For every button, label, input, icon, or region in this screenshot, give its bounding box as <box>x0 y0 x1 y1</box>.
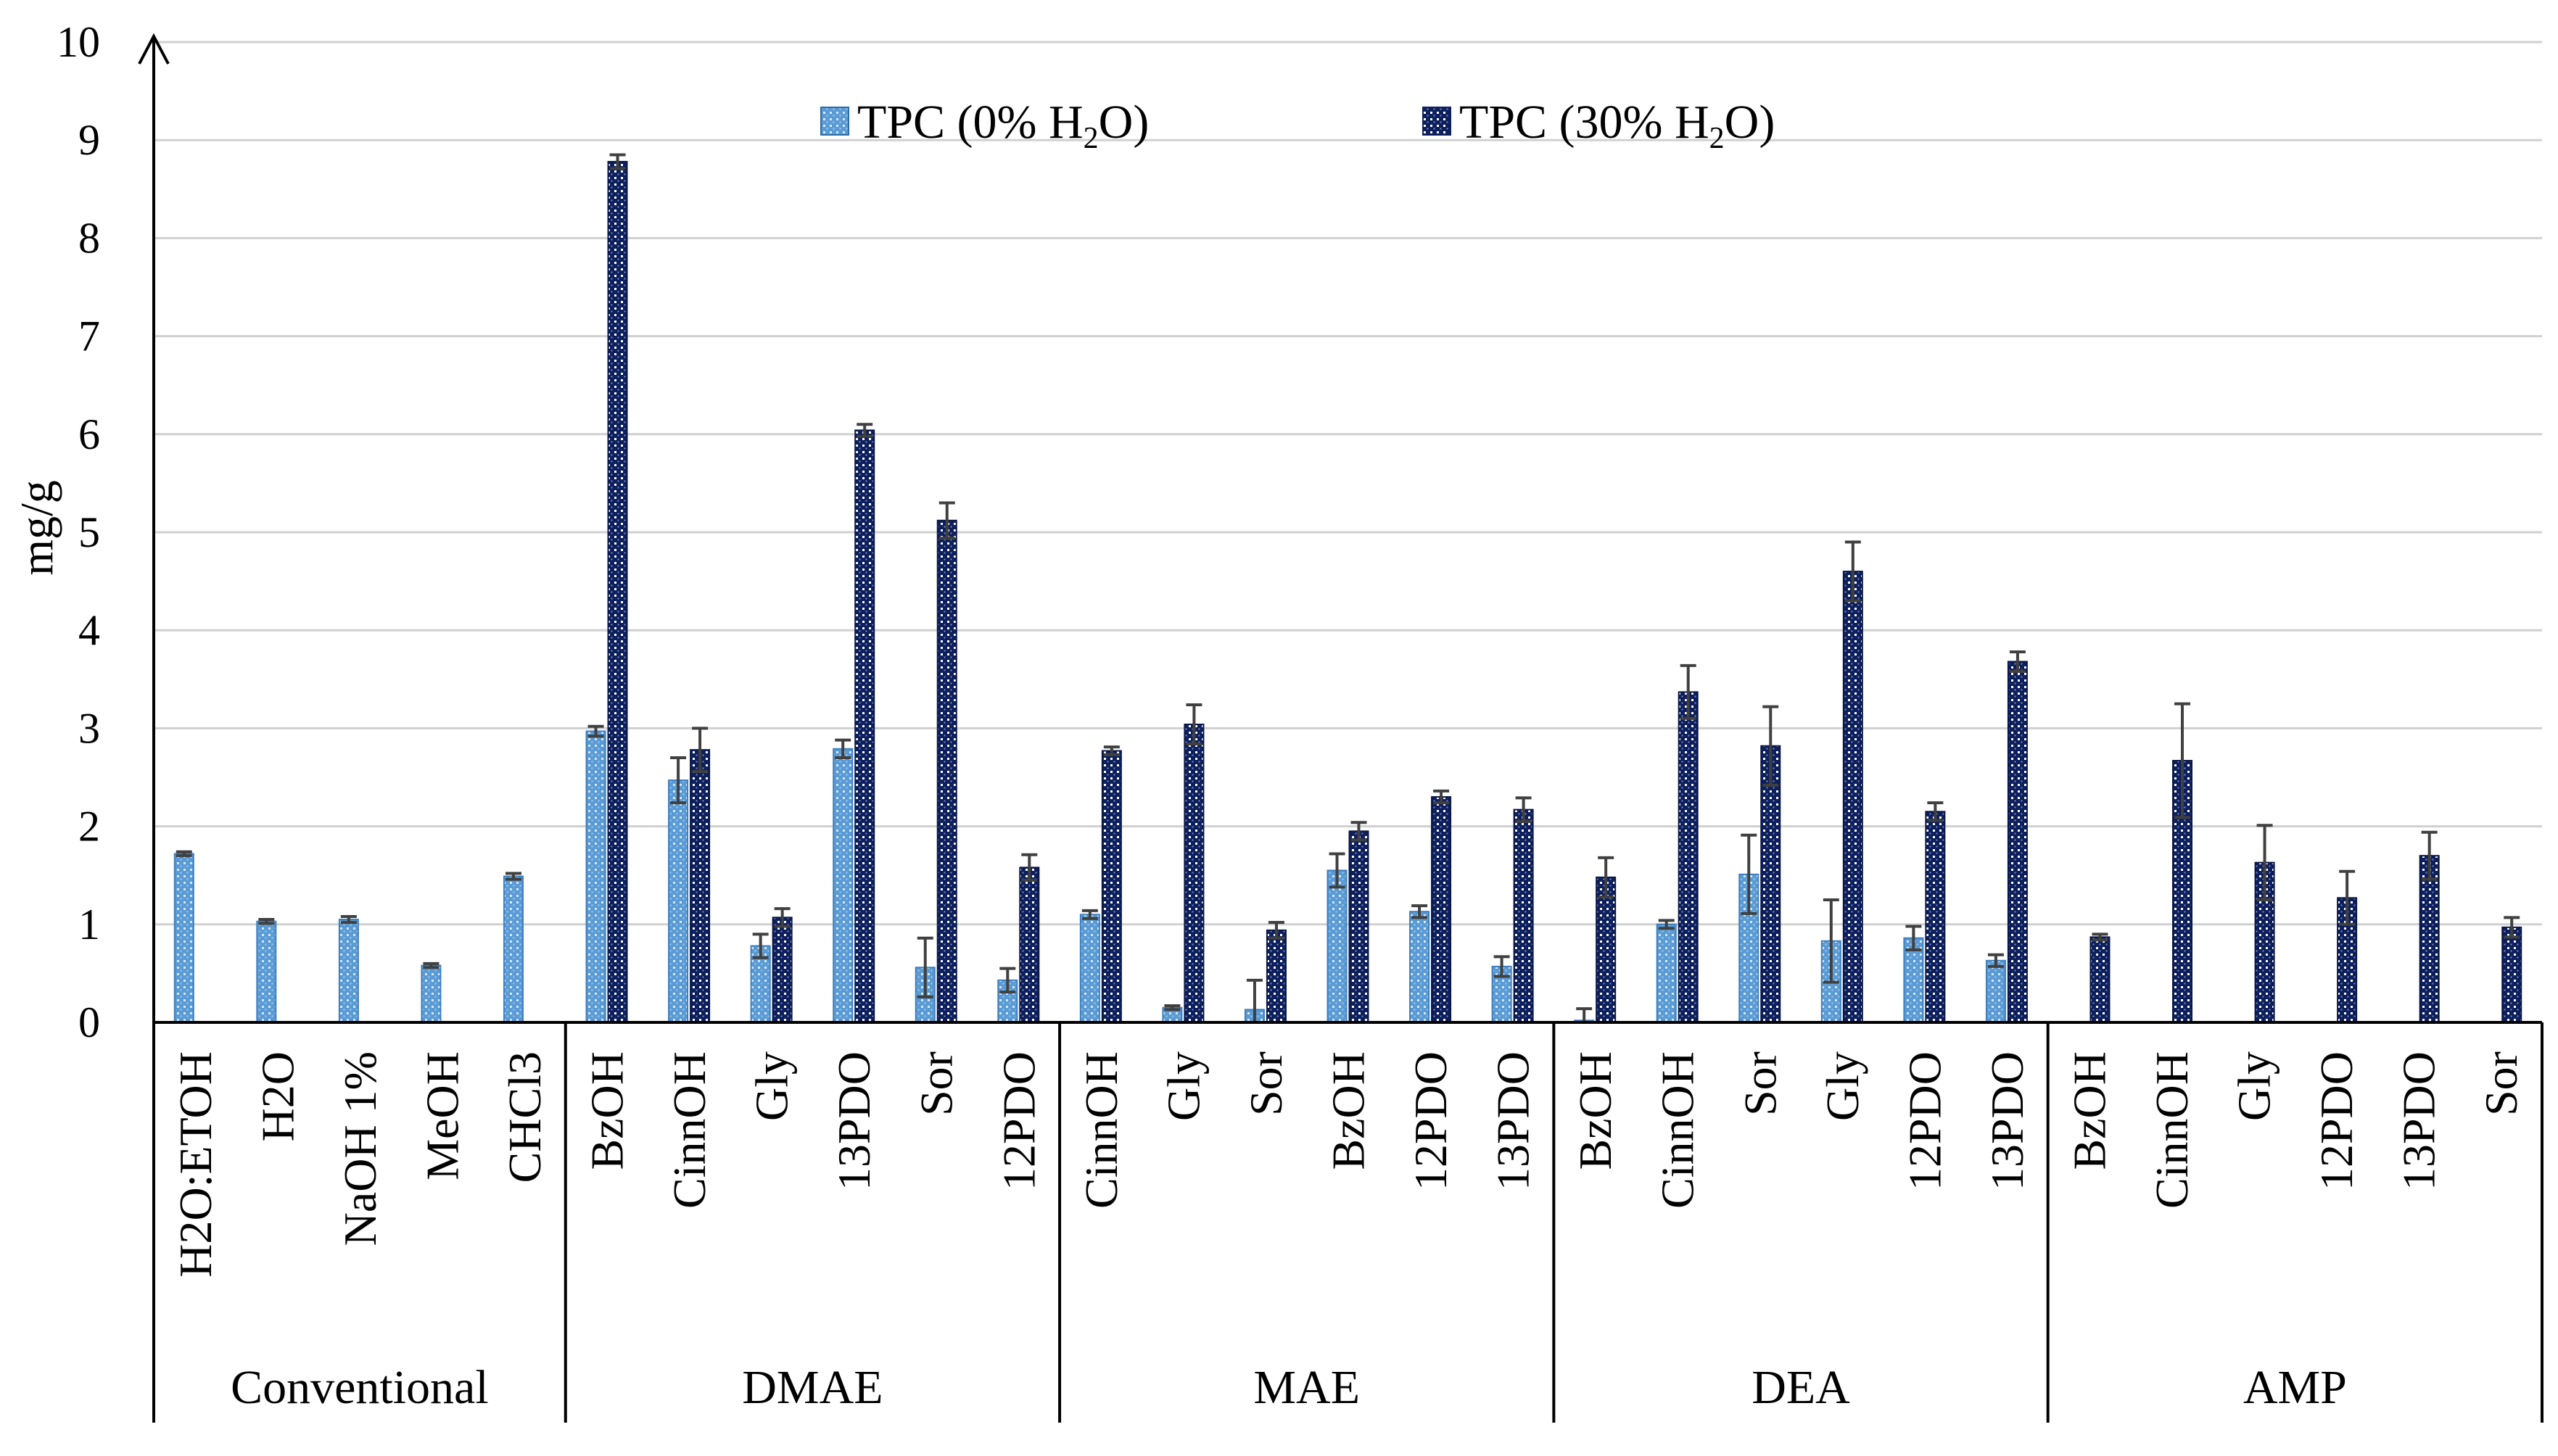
bar-tpc30-g3-c2 <box>1760 745 1781 1023</box>
legend-swatch-tpc0 <box>820 107 849 136</box>
category-label-g2-c1: Gly <box>1158 1051 1209 1121</box>
bar-tpc30-g3-c3 <box>1842 571 1863 1023</box>
category-label-g2-c2: Sor <box>1240 1051 1292 1116</box>
category-label-g2-c4: 12PDO <box>1405 1051 1456 1191</box>
category-label-g3-c4: 12PDO <box>1899 1051 1950 1191</box>
y-tick-label-1: 1 <box>78 901 100 948</box>
bar-tpc0-g1-c1 <box>668 779 689 1024</box>
category-label-g1-c3: 13PDO <box>828 1051 880 1191</box>
bar-tpc30-g1-c0 <box>607 160 628 1024</box>
y-tick-label-10: 10 <box>57 18 100 66</box>
bar-tpc30-g4-c5 <box>2501 926 2522 1023</box>
bar-tpc0-g0-c1 <box>256 920 277 1024</box>
y-tick-label-3: 3 <box>78 704 100 752</box>
bar-tpc0-g2-c0 <box>1079 914 1100 1024</box>
legend-label-tpc30: TPC (30% H2O) <box>1459 96 1775 155</box>
bar-tpc30-g1-c4 <box>936 519 957 1023</box>
legend-swatch-tpc30 <box>1422 107 1451 136</box>
group-label-2: MAE <box>1253 1361 1360 1414</box>
category-label-g0-c3: MeOH <box>416 1051 468 1180</box>
y-tick-label-7: 7 <box>78 313 100 360</box>
category-label-g4-c1: CinnOH <box>2146 1051 2198 1209</box>
bar-tpc30-g3-c1 <box>1678 691 1699 1023</box>
y-tick-label-9: 9 <box>78 116 100 164</box>
category-labels: H2O:ETOH H2O NaOH 1% MeOH CHCl3 BzOH CinnOH Gly… <box>170 1051 2527 1414</box>
category-label-g1-c5: 12PDO <box>993 1051 1044 1191</box>
bar-tpc0-g2-c4 <box>1409 911 1430 1023</box>
bar-tpc30-g2-c5 <box>1513 808 1534 1023</box>
bar-tpc30-g2-c3 <box>1348 830 1369 1023</box>
category-label-g1-c1: CinnOH <box>664 1051 715 1209</box>
y-tick-label-0: 0 <box>78 998 100 1046</box>
category-label-g2-c0: CinnOH <box>1076 1051 1127 1209</box>
bar-tpc0-g0-c0 <box>173 853 194 1024</box>
category-label-g0-c0: H2O:ETOH <box>170 1051 221 1278</box>
bar-tpc30-g3-c4 <box>1925 811 1946 1023</box>
group-label-1: DMAE <box>742 1361 883 1414</box>
category-label-g4-c3: 12PDO <box>2311 1051 2362 1191</box>
bar-tpc0-g1-c3 <box>833 748 854 1023</box>
y-tick-label-5: 5 <box>78 508 100 556</box>
bar-tpc0-g0-c2 <box>338 919 359 1024</box>
bar-tpc30-g4-c4 <box>2419 855 2440 1024</box>
category-label-g4-c4: 13PDO <box>2393 1051 2445 1191</box>
category-label-g3-c1: CinnOH <box>1652 1051 1704 1209</box>
axes <box>138 33 2543 1423</box>
bar-tpc30-g3-c0 <box>1596 876 1617 1024</box>
category-label-g0-c1: H2O <box>252 1051 303 1141</box>
bar-tpc0-g3-c5 <box>1985 959 2006 1023</box>
bar-tpc0-g3-c1 <box>1656 923 1677 1024</box>
bar-tpc0-g1-c0 <box>585 730 606 1023</box>
y-axis-arrow <box>138 33 170 65</box>
category-label-g3-c0: BzOH <box>1569 1051 1621 1170</box>
legend: TPC (0% H2O) TPC (30% H2O) <box>820 96 1775 155</box>
bar-tpc0-g2-c3 <box>1327 869 1348 1023</box>
category-label-g2-c5: 13PDO <box>1488 1051 1539 1191</box>
bar-tpc30-g2-c2 <box>1266 929 1287 1023</box>
legend-label-tpc0: TPC (0% H2O) <box>857 96 1149 155</box>
bars <box>173 153 2522 1024</box>
category-label-g0-c2: NaOH 1% <box>334 1051 386 1246</box>
category-label-g4-c0: BzOH <box>2063 1051 2115 1170</box>
category-label-g3-c3: Gly <box>1817 1051 1868 1121</box>
y-tick-label-4: 4 <box>78 606 100 654</box>
bar-tpc30-g3-c5 <box>2007 661 2028 1023</box>
bar-tpc30-g2-c4 <box>1431 796 1452 1024</box>
bar-tpc30-g1-c2 <box>772 917 793 1024</box>
category-label-g3-c5: 13PDO <box>1981 1051 2033 1191</box>
category-label-g1-c2: Gly <box>746 1051 798 1121</box>
bar-tpc30-g1-c1 <box>690 749 711 1024</box>
category-label-g1-c0: BzOH <box>582 1051 633 1170</box>
y-tick-label-2: 2 <box>78 803 100 851</box>
group-label-4: AMP <box>2243 1361 2347 1414</box>
category-label-g2-c3: BzOH <box>1323 1051 1374 1170</box>
bar-tpc30-g1-c3 <box>854 429 875 1023</box>
bar-tpc0-g0-c4 <box>503 875 524 1023</box>
bar-tpc30-g4-c0 <box>2089 936 2111 1023</box>
category-label-g4-c5: Sor <box>2475 1051 2527 1116</box>
y-axis-label: mg/g <box>11 480 62 576</box>
group-label-0: Conventional <box>231 1361 489 1414</box>
y-tick-label-8: 8 <box>78 214 100 262</box>
category-label-g0-c4: CHCl3 <box>499 1051 550 1183</box>
bar-tpc0-g0-c3 <box>421 964 442 1023</box>
bar-tpc30-g2-c1 <box>1184 723 1205 1023</box>
category-label-g3-c2: Sor <box>1734 1051 1786 1116</box>
y-tick-labels: 0 1 2 3 4 5 6 7 8 9 10 <box>57 18 100 1046</box>
bar-tpc30-g1-c5 <box>1019 866 1040 1024</box>
y-tick-label-6: 6 <box>78 410 100 458</box>
category-label-g1-c4: Sor <box>911 1051 962 1116</box>
bar-tpc30-g2-c0 <box>1101 750 1122 1023</box>
gridlines <box>154 41 2542 926</box>
category-label-g4-c2: Gly <box>2229 1051 2280 1121</box>
group-label-3: DEA <box>1752 1361 1850 1414</box>
